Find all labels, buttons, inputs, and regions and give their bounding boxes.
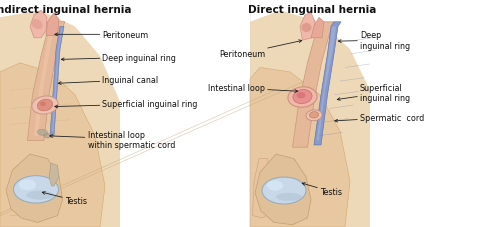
Ellipse shape (31, 20, 43, 30)
Polygon shape (34, 27, 54, 136)
Ellipse shape (32, 96, 58, 115)
Ellipse shape (40, 102, 46, 107)
Polygon shape (49, 163, 59, 186)
Ellipse shape (296, 93, 306, 99)
Text: Intestinal loop
within spermatic cord: Intestinal loop within spermatic cord (50, 130, 175, 149)
Polygon shape (0, 64, 105, 227)
Polygon shape (46, 14, 59, 36)
Ellipse shape (276, 193, 302, 201)
Ellipse shape (310, 112, 318, 118)
Polygon shape (0, 11, 120, 227)
Text: Deep
inguinal ring: Deep inguinal ring (338, 31, 410, 51)
Ellipse shape (14, 176, 59, 203)
Text: Superficial
inguinal ring: Superficial inguinal ring (338, 83, 410, 103)
Polygon shape (50, 27, 64, 136)
Polygon shape (314, 23, 341, 145)
Polygon shape (252, 159, 271, 218)
Ellipse shape (44, 134, 52, 138)
Polygon shape (30, 11, 47, 39)
Ellipse shape (267, 181, 283, 191)
Text: Testis: Testis (42, 192, 87, 205)
Ellipse shape (306, 110, 322, 121)
Ellipse shape (288, 87, 317, 108)
Polygon shape (250, 11, 370, 227)
Ellipse shape (38, 130, 48, 136)
Text: Peritoneum: Peritoneum (219, 41, 302, 59)
Text: Spermatic  cord: Spermatic cord (335, 114, 424, 123)
Polygon shape (292, 23, 334, 148)
Ellipse shape (262, 177, 306, 204)
Text: Superficial inguinal ring: Superficial inguinal ring (55, 100, 198, 109)
Text: Intestinal loop: Intestinal loop (208, 84, 298, 93)
Text: Inguinal canal: Inguinal canal (58, 76, 158, 85)
Polygon shape (255, 154, 311, 225)
Polygon shape (316, 27, 336, 141)
Text: Direct inguinal hernia: Direct inguinal hernia (248, 5, 376, 15)
Polygon shape (311, 18, 324, 39)
Polygon shape (250, 68, 350, 227)
Ellipse shape (26, 191, 54, 200)
Ellipse shape (19, 180, 36, 190)
Ellipse shape (302, 24, 312, 33)
Text: Peritoneum: Peritoneum (55, 31, 149, 40)
Text: Indirect inguinal hernia: Indirect inguinal hernia (0, 5, 132, 15)
Polygon shape (6, 154, 62, 222)
Text: Deep inguinal ring: Deep inguinal ring (62, 53, 176, 62)
Ellipse shape (38, 100, 52, 111)
Polygon shape (28, 23, 65, 141)
Ellipse shape (293, 90, 312, 104)
Polygon shape (52, 30, 62, 132)
Text: Testis: Testis (302, 183, 342, 196)
Polygon shape (300, 14, 315, 41)
